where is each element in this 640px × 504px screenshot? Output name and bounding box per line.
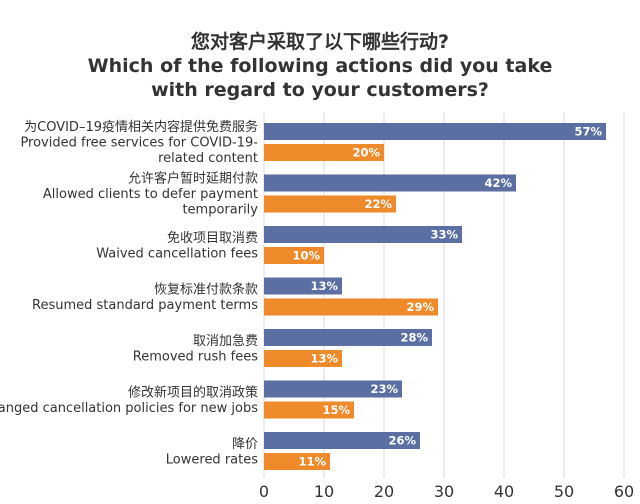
bar-orange-1 xyxy=(264,144,384,161)
category-label-5-line-1: 取消加急费 xyxy=(193,334,258,349)
data-label-blue-2: 42% xyxy=(484,176,512,190)
category-label-3-line-2: Waived cancellation fees xyxy=(96,246,258,261)
chart-title: 您对客户采取了以下哪些行动? Which of the following ac… xyxy=(0,30,640,102)
category-label-2-line-3: temporarily xyxy=(182,203,258,218)
data-label-orange-7: 11% xyxy=(298,455,326,469)
x-tick-label-60: 60 xyxy=(614,482,634,501)
bar-blue-5 xyxy=(264,329,432,346)
bar-orange-5 xyxy=(264,350,342,367)
bar-blue-1 xyxy=(264,123,606,140)
category-label-4-line-2: Resumed standard payment terms xyxy=(32,298,258,313)
category-label-1-line-2: Provided free services for COVID-19- xyxy=(20,136,258,151)
data-label-blue-6: 23% xyxy=(370,382,398,396)
category-label-7-line-1: 降价 xyxy=(232,437,258,452)
category-label-7-line-2: Lowered rates xyxy=(166,452,258,467)
bar-orange-6 xyxy=(264,401,354,419)
x-tick-label-40: 40 xyxy=(494,482,514,501)
bar-blue-4 xyxy=(264,277,342,295)
category-label-5-line-2: Removed rush fees xyxy=(133,349,258,364)
data-label-orange-3: 10% xyxy=(292,249,320,263)
chart-title-zh: 您对客户采取了以下哪些行动? xyxy=(190,31,450,53)
bars xyxy=(264,123,606,470)
data-label-blue-5: 28% xyxy=(400,331,428,345)
chart-title-en-line2: with regard to your customers? xyxy=(151,79,489,101)
data-label-orange-2: 22% xyxy=(364,197,392,211)
data-label-blue-3: 33% xyxy=(430,228,458,242)
bar-blue-6 xyxy=(264,380,402,398)
bar-blue-2 xyxy=(264,174,516,192)
x-tick-label-30: 30 xyxy=(434,482,454,501)
bar-orange-4 xyxy=(264,298,438,316)
category-label-3-line-1: 免收项目取消费 xyxy=(167,231,258,246)
bar-blue-3 xyxy=(264,226,462,243)
data-label-blue-4: 13% xyxy=(310,279,338,293)
chart-title-en-line1: Which of the following actions did you t… xyxy=(87,55,553,77)
data-label-orange-5: 13% xyxy=(310,352,338,366)
data-label-blue-7: 26% xyxy=(388,434,416,448)
category-label-6-line-1: 修改新项目的取消政策 xyxy=(128,384,258,400)
bar-orange-7 xyxy=(264,453,330,470)
data-label-orange-6: 15% xyxy=(322,403,350,417)
bar-orange-2 xyxy=(264,195,396,213)
category-label-2-line-1: 允许客户暂时延期付款 xyxy=(128,171,258,187)
data-label-orange-1: 20% xyxy=(352,146,380,160)
bar-orange-3 xyxy=(264,247,324,264)
x-tick-label-10: 10 xyxy=(314,482,334,501)
category-label-2-line-2: Allowed clients to defer payment xyxy=(43,187,258,202)
data-label-orange-4: 29% xyxy=(406,300,434,314)
bar-blue-7 xyxy=(264,432,420,449)
labels: 0 10 20 30 40 50 60 57% 20% 为COVID–19疫情相关内容提供免费服务… xyxy=(0,119,634,501)
category-label-6-line-2: Changed cancellation policies for new jo… xyxy=(0,401,258,416)
x-tick-label-0: 0 xyxy=(259,482,269,501)
data-label-blue-1: 57% xyxy=(574,125,602,139)
category-label-1-line-3: related content xyxy=(158,151,258,166)
gridlines xyxy=(263,112,625,478)
category-label-1-line-1: 为COVID–19疫情相关内容提供免费服务 xyxy=(24,119,258,135)
x-tick-label-20: 20 xyxy=(374,482,394,501)
category-label-4-line-1: 恢复标准付款条款 xyxy=(154,281,258,297)
x-tick-label-50: 50 xyxy=(554,482,574,501)
